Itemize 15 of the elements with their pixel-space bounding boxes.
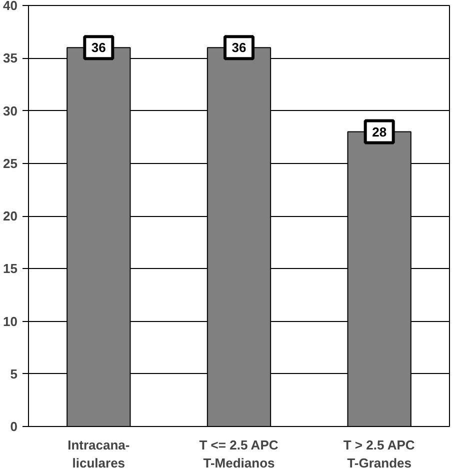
y-tick-label: 0	[10, 419, 18, 434]
y-tick-label: 10	[3, 314, 18, 329]
data-label: 36	[232, 40, 246, 56]
y-tick-label: 20	[3, 208, 18, 224]
y-tick-label: 15	[3, 261, 18, 276]
data-label: 36	[91, 40, 106, 56]
y-tick-label: 25	[3, 156, 18, 171]
x-tick-label: T <= 2.5 APC T-Medianos	[199, 438, 279, 470]
y-tick-label: 40	[3, 0, 18, 13]
y-tick-label: 5	[10, 366, 18, 382]
x-tick-label: Intracana- liculares	[68, 438, 130, 470]
data-label: 28	[372, 124, 387, 140]
y-tick-label: 30	[3, 103, 18, 118]
x-tick-label: T > 2.5 APC T-Grandes	[343, 438, 416, 470]
y-tick-label: 35	[3, 50, 18, 66]
